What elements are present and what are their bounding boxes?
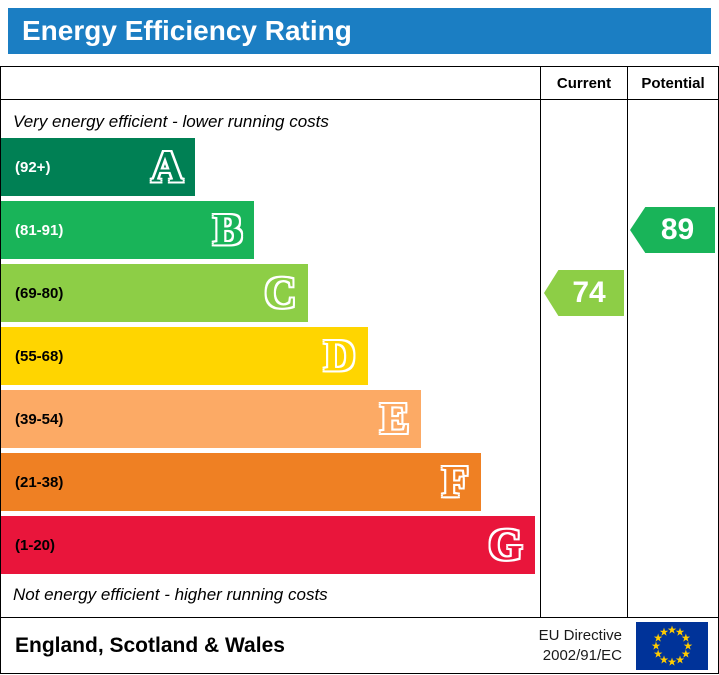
band-row-g: (1-20) G <box>1 516 540 574</box>
band-letter: G <box>488 520 523 569</box>
band-row-b: (81-91) B <box>1 201 540 259</box>
potential-value: 89 <box>660 213 695 246</box>
band-letter: E <box>380 394 410 443</box>
band-range-label: (55-68) <box>15 347 64 365</box>
current-column: 74 <box>540 100 627 617</box>
eu-directive-label: EU Directive 2002/91/EC <box>539 626 622 665</box>
band-letter: F <box>441 457 469 506</box>
region-label: England, Scotland & Wales <box>15 633 285 657</box>
eu-flag-icon <box>636 621 708 670</box>
band-row-f: (21-38) F <box>1 453 540 511</box>
footer-bar: England, Scotland & Wales EU Directive 2… <box>1 617 718 673</box>
bands-area: Very energy efficient - lower running co… <box>1 100 540 617</box>
band-range-label: (69-80) <box>15 284 64 302</box>
potential-column: 89 <box>627 100 718 617</box>
band-letter: C <box>264 268 297 317</box>
band-row-c: (69-80) C <box>1 264 540 322</box>
bottom-note: Not energy efficient - higher running co… <box>13 585 328 604</box>
band-row-e: (39-54) E <box>1 390 540 448</box>
band-range-label: (81-91) <box>15 221 64 239</box>
band-bar: (69-80) C <box>1 264 309 322</box>
band-range-label: (1-20) <box>15 536 56 554</box>
band-row-a: (92+) A <box>1 138 540 196</box>
top-note: Very energy efficient - lower running co… <box>13 112 329 131</box>
page-title: Energy Efficiency Rating <box>22 15 352 46</box>
potential-column-header: Potential <box>627 67 718 99</box>
eu-directive-line1: EU Directive <box>538 627 622 644</box>
potential-arrow: 89 <box>630 207 715 253</box>
current-column-header: Current <box>540 67 627 99</box>
chart-body: Very energy efficient - lower running co… <box>1 100 718 617</box>
column-header-row: Current Potential <box>1 67 718 100</box>
current-arrow: 74 <box>544 270 624 316</box>
band-range-label: (92+) <box>15 158 51 176</box>
band-letter: A <box>151 142 184 191</box>
header-spacer <box>1 67 540 99</box>
band-range-label: (21-38) <box>15 473 64 491</box>
band-letter: D <box>323 331 356 380</box>
title-banner: Energy Efficiency Rating <box>8 8 711 54</box>
band-bar: (1-20) G <box>1 516 535 574</box>
energy-rating-chart: Current Potential Very energy efficient … <box>0 66 719 674</box>
band-letter: B <box>212 205 243 254</box>
band-bar: (55-68) D <box>1 327 368 385</box>
band-bar: (81-91) B <box>1 201 255 259</box>
band-bar: (21-38) F <box>1 453 481 511</box>
band-row-d: (55-68) D <box>1 327 540 385</box>
eu-directive-line2: 2002/91/EC <box>542 646 622 664</box>
band-range-label: (39-54) <box>15 410 64 428</box>
band-bar: (39-54) E <box>1 390 422 448</box>
band-bar: (92+) A <box>1 138 196 196</box>
current-value: 74 <box>572 276 606 309</box>
